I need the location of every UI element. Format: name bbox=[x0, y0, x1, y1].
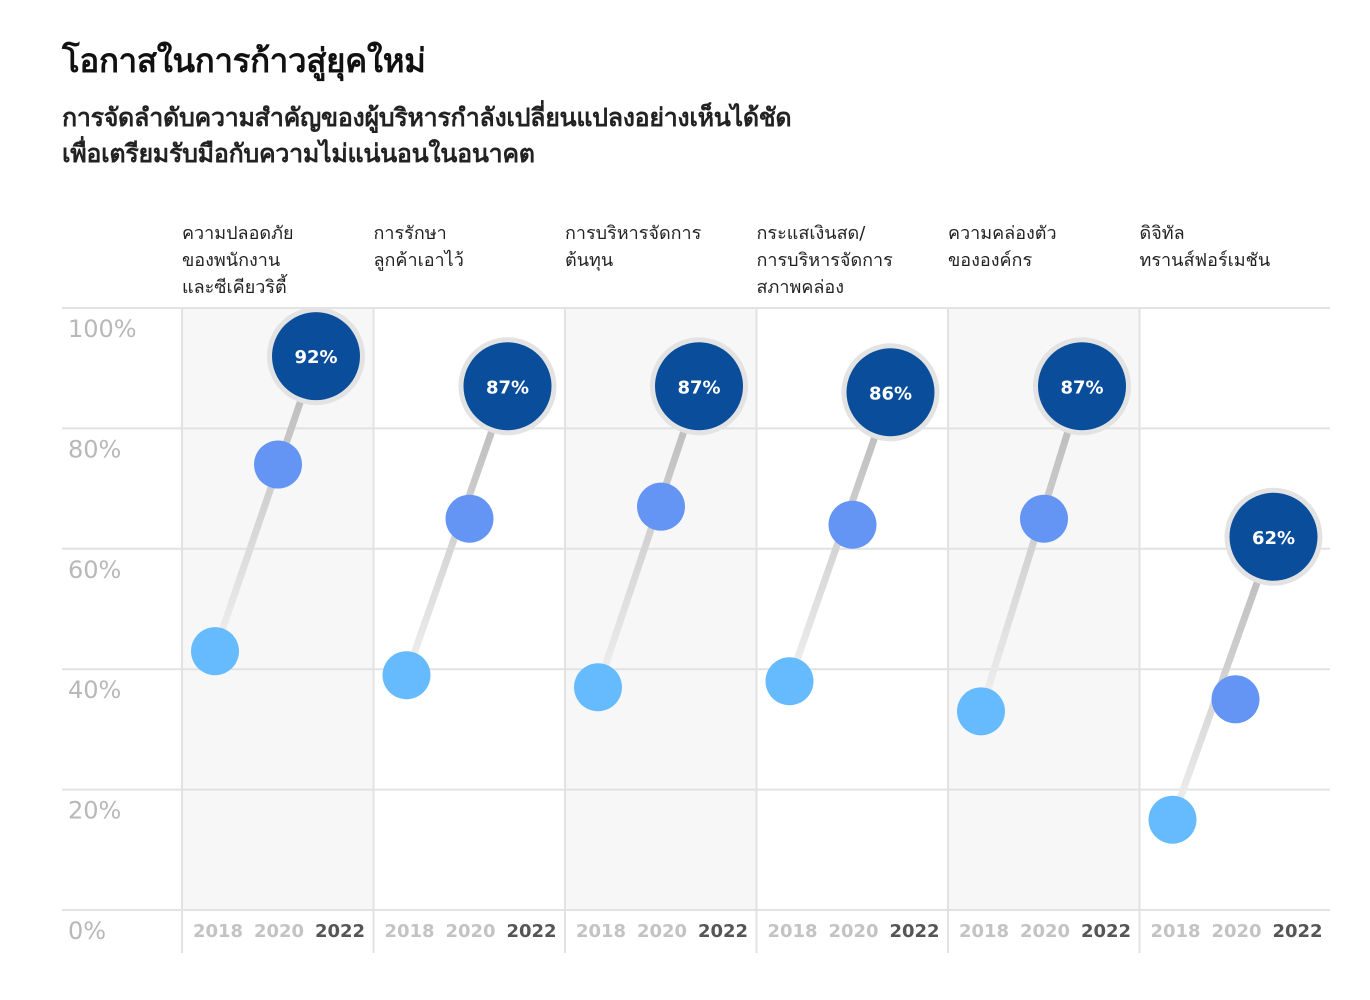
category-label-line: ขององค์กร bbox=[948, 250, 1032, 271]
data-point-2018 bbox=[765, 657, 814, 706]
x-tick-label: 2022 bbox=[1081, 921, 1131, 942]
data-point-2020 bbox=[828, 500, 877, 549]
data-point-2018 bbox=[574, 663, 622, 712]
trend-stem bbox=[211, 352, 320, 655]
category-label-line: ต้นทุน bbox=[565, 250, 613, 271]
subtitle-line-1: การจัดลำดับความสำคัญของผู้บริหารกำลังเปล… bbox=[62, 103, 792, 132]
category-label-line: การบริหารจัดการ bbox=[565, 223, 702, 244]
x-tick-label: 2022 bbox=[698, 921, 748, 942]
data-point-2020 bbox=[1020, 494, 1068, 543]
trend-stem bbox=[594, 382, 703, 691]
x-tick-label: 2018 bbox=[384, 921, 434, 942]
x-tick-label: 2022 bbox=[1272, 921, 1322, 942]
x-tick-label: 2018 bbox=[767, 921, 817, 942]
x-tick-label: 2020 bbox=[828, 921, 878, 942]
category-label: ความคล่องตัวขององค์กร bbox=[948, 223, 1057, 271]
x-tick-label: 2020 bbox=[445, 921, 495, 942]
category-label: การบริหารจัดการต้นทุน bbox=[565, 223, 702, 271]
value-label: 62% bbox=[1252, 528, 1295, 549]
category-label: ดิจิทัลทรานส์ฟอร์เมชัน bbox=[1140, 223, 1271, 271]
data-point-2018 bbox=[382, 651, 431, 700]
x-tick-label: 2020 bbox=[1211, 921, 1261, 942]
y-tick-label: 20% bbox=[68, 797, 121, 825]
x-tick-label: 2018 bbox=[576, 921, 626, 942]
data-point-2018 bbox=[191, 627, 239, 676]
x-tick-label: 2022 bbox=[315, 921, 365, 942]
data-point-2022 bbox=[272, 312, 360, 401]
x-tick-label: 2018 bbox=[1150, 921, 1200, 942]
data-point-2022 bbox=[846, 348, 935, 437]
value-label: 87% bbox=[1060, 377, 1103, 398]
x-tick-label: 2018 bbox=[193, 921, 243, 942]
x-tick-label: 2020 bbox=[254, 921, 304, 942]
value-label: 87% bbox=[486, 377, 529, 398]
x-tick-label: 2022 bbox=[889, 921, 939, 942]
data-point-2022 bbox=[463, 342, 552, 431]
y-tick-label: 80% bbox=[68, 435, 121, 463]
value-label: 92% bbox=[294, 347, 337, 368]
trend-stem bbox=[1169, 533, 1277, 824]
y-tick-label: 100% bbox=[68, 315, 137, 343]
x-tick-label: 2020 bbox=[1020, 921, 1070, 942]
y-tick-label: 0% bbox=[68, 917, 106, 945]
chart-subtitle: การจัดลำดับความสำคัญของผู้บริหารกำลังเปล… bbox=[62, 100, 792, 172]
value-label: 87% bbox=[677, 377, 720, 398]
category-label: กระแสเงินสด/การบริหารจัดการสภาพคล่อง bbox=[757, 223, 894, 298]
category-label: ความปลอดภัยของพนักงานและซีเคียวริตี้ bbox=[182, 223, 294, 298]
category-label-line: ดิจิทัล bbox=[1140, 223, 1185, 244]
subtitle-line-2: เพื่อเตรียมรับมือกับความไม่แน่นอนในอนาคต bbox=[62, 139, 535, 168]
category-label-line: ลูกค้าเอาไว้ bbox=[374, 249, 464, 271]
category-label-line: ทรานส์ฟอร์เมชัน bbox=[1140, 250, 1271, 271]
data-point-2018 bbox=[957, 687, 1005, 736]
category-label-line: ความคล่องตัว bbox=[948, 223, 1057, 244]
x-tick-label: 2022 bbox=[506, 921, 556, 942]
category-label-line: ความปลอดภัย bbox=[182, 223, 294, 244]
category-label-line: และซีเคียวริตี้ bbox=[182, 274, 288, 298]
category-label-line: กระแสเงินสด/ bbox=[757, 223, 867, 244]
data-point-2022 bbox=[1038, 342, 1126, 431]
category-label: การรักษาลูกค้าเอาไว้ bbox=[374, 223, 464, 271]
data-point-2020 bbox=[1211, 675, 1260, 724]
x-tick-label: 2020 bbox=[637, 921, 687, 942]
category-label-line: การบริหารจัดการ bbox=[757, 250, 894, 271]
category-label-line: ของพนักงาน bbox=[182, 250, 280, 271]
category-label-line: สภาพคล่อง bbox=[757, 277, 845, 298]
category-label-line: การรักษา bbox=[374, 223, 447, 244]
y-tick-label: 40% bbox=[68, 676, 121, 704]
data-point-2022 bbox=[1229, 492, 1318, 581]
y-tick-label: 60% bbox=[68, 556, 121, 584]
data-point-2020 bbox=[637, 482, 685, 531]
data-point-2020 bbox=[445, 494, 494, 543]
trend-stem bbox=[977, 382, 1086, 715]
chart-title: โอกาสในการก้าวสู่ยุคใหม่ bbox=[62, 41, 426, 80]
value-label: 86% bbox=[869, 383, 912, 404]
panel-shade bbox=[182, 308, 374, 910]
data-point-2018 bbox=[1148, 795, 1197, 844]
x-tick-label: 2018 bbox=[959, 921, 1009, 942]
data-point-2020 bbox=[254, 440, 302, 489]
data-point-2022 bbox=[655, 342, 743, 431]
